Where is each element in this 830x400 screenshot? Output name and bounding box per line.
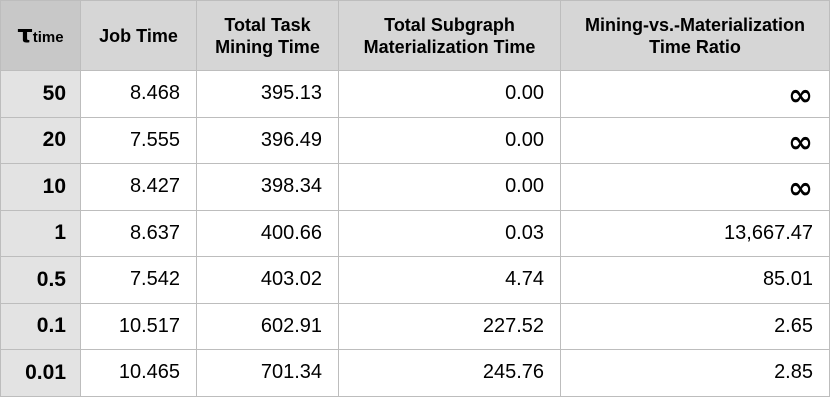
cell-job-time: 7.555 [80,116,197,164]
cell-materialization-time: 227.52 [338,302,561,350]
row-tau-value: 0.5 [0,256,81,304]
table-row: 20 7.555 396.49 0.00 ∞ [0,116,830,164]
cell-ratio: 85.01 [560,256,830,304]
table-row: 0.01 10.465 701.34 245.76 2.85 [0,349,830,397]
cell-mining-time: 400.66 [196,209,339,257]
cell-ratio: ∞ [560,163,830,211]
table-body: 50 8.468 395.13 0.00 ∞ 20 7.555 396.49 0… [0,70,830,397]
cell-job-time: 7.542 [80,256,197,304]
header-row: τtime Job Time Total Task Mining Time To… [0,0,830,71]
cell-ratio: ∞ [560,70,830,118]
cell-job-time: 8.427 [80,163,197,211]
cell-materialization-time: 4.74 [338,256,561,304]
cell-mining-time: 701.34 [196,349,339,397]
cell-job-time: 8.637 [80,209,197,257]
row-tau-value: 20 [0,116,81,164]
cell-ratio: 13,667.47 [560,209,830,257]
header-label: Total Task Mining Time [215,14,320,57]
table-row: 50 8.468 395.13 0.00 ∞ [0,70,830,118]
row-tau-value: 50 [0,70,81,118]
cell-job-time: 10.517 [80,302,197,350]
cell-mining-time: 602.91 [196,302,339,350]
row-tau-value: 10 [0,163,81,211]
table-row: 0.1 10.517 602.91 227.52 2.65 [0,302,830,350]
cell-job-time: 8.468 [80,70,197,118]
cell-materialization-time: 0.03 [338,209,561,257]
header-mining-vs-materialization-ratio: Mining-vs.-Materialization Time Ratio [560,0,830,71]
cell-mining-time: 398.34 [196,163,339,211]
header-total-subgraph-materialization-time: Total Subgraph Materialization Time [338,0,561,71]
cell-ratio: ∞ [560,116,830,164]
cell-job-time: 10.465 [80,349,197,397]
header-label: Total Subgraph Materialization Time [363,14,536,57]
header-label: Mining-vs.-Materialization Time Ratio [584,14,806,57]
infinity-symbol: ∞ [788,78,813,114]
cell-materialization-time: 0.00 [338,163,561,211]
cell-materialization-time: 0.00 [338,116,561,164]
header-tau-time: τtime [0,0,81,71]
header-label: Job Time [99,25,178,46]
table-row: 0.5 7.542 403.02 4.74 85.01 [0,256,830,304]
cell-ratio: 2.65 [560,302,830,350]
table-row: 10 8.427 398.34 0.00 ∞ [0,163,830,211]
table-row: 1 8.637 400.66 0.03 13,667.47 [0,209,830,257]
cell-materialization-time: 245.76 [338,349,561,397]
cell-ratio: 2.85 [560,349,830,397]
cell-mining-time: 403.02 [196,256,339,304]
row-tau-value: 0.1 [0,302,81,350]
tau-subscript: time [32,28,64,46]
cell-mining-time: 396.49 [196,116,339,164]
infinity-symbol: ∞ [788,171,813,207]
infinity-symbol: ∞ [788,124,813,160]
tau-symbol: τ [17,19,33,48]
table-header: τtime Job Time Total Task Mining Time To… [0,0,830,71]
header-job-time: Job Time [80,0,197,71]
header-total-task-mining-time: Total Task Mining Time [196,0,339,71]
row-tau-value: 1 [0,209,81,257]
cell-materialization-time: 0.00 [338,70,561,118]
row-tau-value: 0.01 [0,349,81,397]
cell-mining-time: 395.13 [196,70,339,118]
